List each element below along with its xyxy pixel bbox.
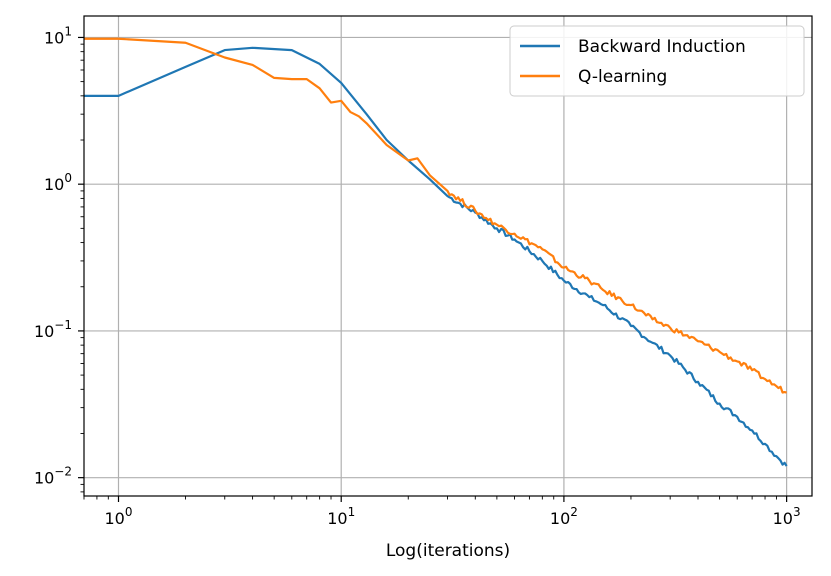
x-tick-exponent: 2 [570,505,578,519]
series-line-2 [84,37,787,394]
y-tick-exponent: −1 [54,318,72,332]
x-tick-exponent: 1 [348,505,356,519]
y-tick-base: 10 [44,175,64,194]
y-tick-label: 10−1 [34,318,72,341]
y-tick-base: 10 [34,322,54,341]
legend: Backward Induction Q-learning [509,25,805,97]
y-tick-base: 10 [44,28,64,47]
y-tick-base: 10 [34,469,54,488]
legend-label: Backward Induction [578,37,746,57]
x-tick-exponent: 3 [793,505,801,519]
y-tick-exponent: 1 [64,24,72,38]
legend-box [509,25,805,97]
legend-label: Q-learning [578,67,667,87]
series-line-1 [84,46,788,467]
y-tick-label: 100 [44,171,72,194]
y-tick-label: 10−2 [34,465,72,488]
x-tick-exponent: 0 [125,505,133,519]
y-tick-exponent: −2 [54,465,72,479]
y-tick-exponent: 0 [64,171,72,185]
x-axis-title: Log(iterations) [386,541,510,561]
series-layer [84,37,788,467]
plot-frame [83,15,813,497]
y-tick-label: 101 [44,24,72,47]
